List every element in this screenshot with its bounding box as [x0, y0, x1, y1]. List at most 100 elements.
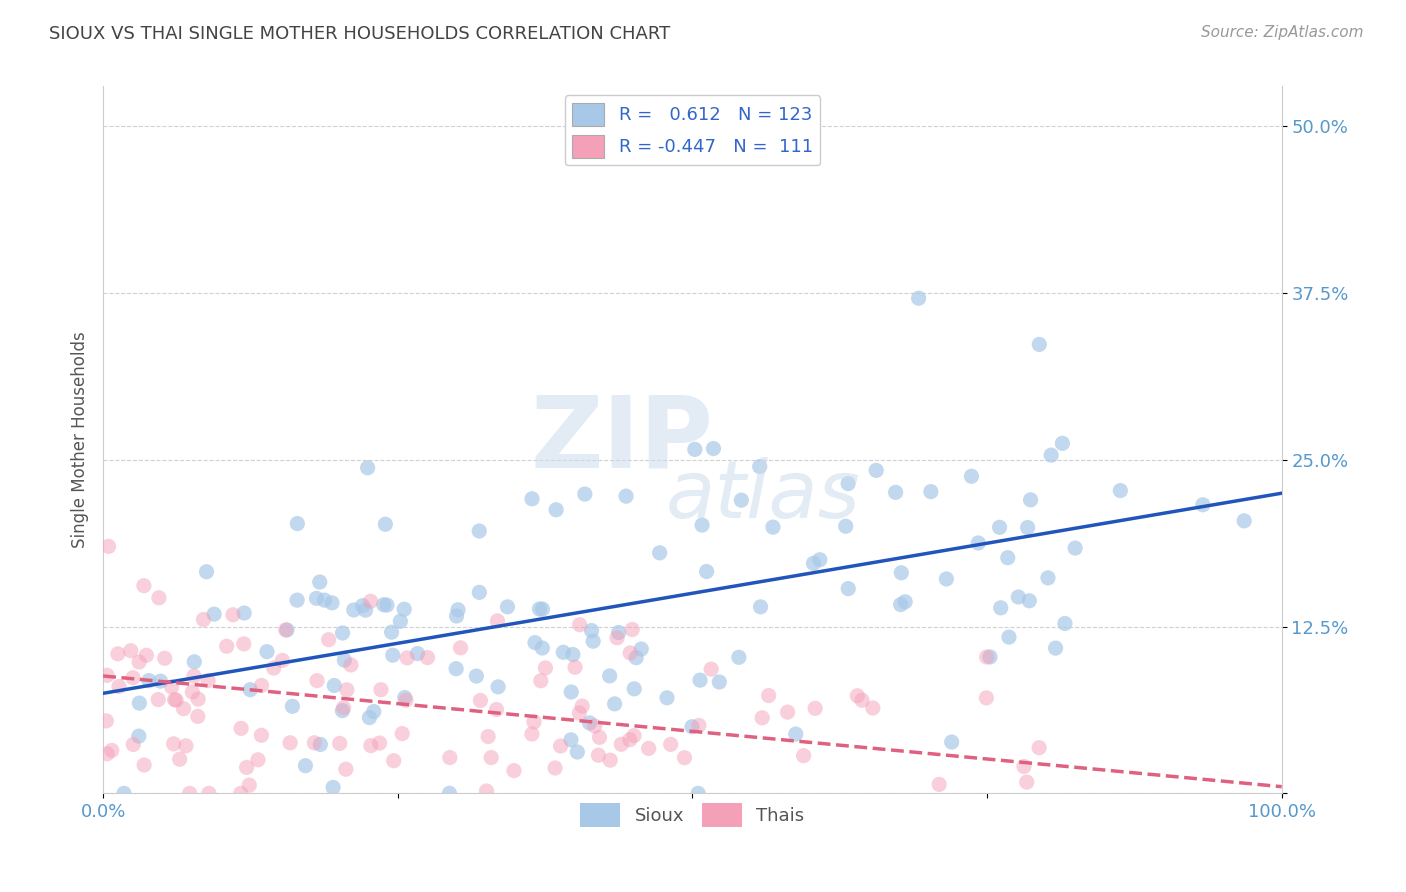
Point: [1012, 759, 1035, 773]
Y-axis label: Single Mother Households: Single Mother Households: [72, 332, 89, 549]
Point: [308, 574, 330, 589]
Text: Source: ZipAtlas.com: Source: ZipAtlas.com: [1201, 25, 1364, 40]
Point: [581, 624, 603, 638]
Point: [486, 680, 509, 694]
Point: [314, 593, 336, 607]
Point: [553, 645, 575, 659]
Point: [920, 484, 942, 499]
Point: [730, 493, 752, 508]
Point: [630, 642, 652, 657]
Point: [681, 720, 703, 734]
Point: [588, 731, 610, 745]
Point: [381, 648, 404, 663]
Point: [354, 603, 377, 617]
Point: [340, 657, 363, 672]
Point: [599, 753, 621, 767]
Point: [546, 502, 568, 516]
Point: [976, 690, 998, 705]
Point: [332, 700, 354, 714]
Point: [318, 632, 340, 647]
Point: [689, 673, 711, 688]
Point: [1053, 616, 1076, 631]
Point: [468, 524, 491, 538]
Point: [305, 673, 328, 688]
Point: [294, 758, 316, 772]
Point: [112, 786, 135, 800]
Point: [941, 735, 963, 749]
Point: [229, 786, 252, 800]
Point: [309, 738, 332, 752]
Point: [322, 780, 344, 795]
Point: [179, 786, 201, 800]
Point: [160, 680, 183, 694]
Point: [997, 550, 1019, 565]
Point: [356, 460, 378, 475]
Point: [134, 758, 156, 772]
Point: [100, 743, 122, 757]
Point: [560, 685, 582, 699]
Point: [108, 680, 131, 694]
Point: [564, 660, 586, 674]
Point: [683, 442, 706, 457]
Point: [803, 556, 825, 570]
Point: [935, 572, 957, 586]
Text: SIOUX VS THAI SINGLE MOTHER HOUSEHOLDS CORRELATION CHART: SIOUX VS THAI SINGLE MOTHER HOUSEHOLDS C…: [49, 25, 671, 43]
Point: [520, 491, 543, 506]
Point: [233, 606, 256, 620]
Point: [688, 718, 710, 732]
Point: [523, 714, 546, 729]
Point: [232, 637, 254, 651]
Point: [439, 786, 461, 800]
Point: [865, 463, 887, 477]
Point: [979, 649, 1001, 664]
Point: [1018, 594, 1040, 608]
Point: [149, 674, 172, 689]
Point: [392, 602, 415, 616]
Point: [250, 678, 273, 692]
Point: [195, 565, 218, 579]
Point: [1017, 520, 1039, 534]
Point: [785, 727, 807, 741]
Point: [479, 750, 502, 764]
Text: atlas: atlas: [666, 458, 860, 535]
Point: [395, 693, 418, 707]
Point: [793, 748, 815, 763]
Point: [578, 715, 600, 730]
Point: [614, 489, 637, 503]
Point: [851, 693, 873, 707]
Point: [1040, 448, 1063, 462]
Point: [96, 714, 118, 728]
Point: [776, 705, 799, 719]
Point: [758, 689, 780, 703]
Point: [1015, 775, 1038, 789]
Point: [274, 623, 297, 637]
Point: [574, 487, 596, 501]
Point: [1036, 571, 1059, 585]
Point: [250, 728, 273, 742]
Point: [276, 623, 298, 637]
Point: [550, 739, 572, 753]
Point: [229, 722, 252, 736]
Point: [332, 626, 354, 640]
Point: [406, 647, 429, 661]
Point: [709, 675, 731, 690]
Point: [1233, 514, 1256, 528]
Point: [135, 648, 157, 663]
Point: [894, 595, 917, 609]
Point: [396, 651, 419, 665]
Point: [222, 607, 245, 622]
Point: [187, 709, 209, 723]
Point: [120, 643, 142, 657]
Point: [1064, 541, 1087, 555]
Point: [531, 640, 554, 655]
Point: [352, 599, 374, 613]
Point: [1019, 492, 1042, 507]
Point: [1052, 436, 1074, 450]
Point: [530, 673, 553, 688]
Point: [567, 745, 589, 759]
Point: [375, 598, 398, 612]
Point: [998, 630, 1021, 644]
Point: [610, 737, 633, 751]
Point: [359, 710, 381, 724]
Point: [496, 599, 519, 614]
